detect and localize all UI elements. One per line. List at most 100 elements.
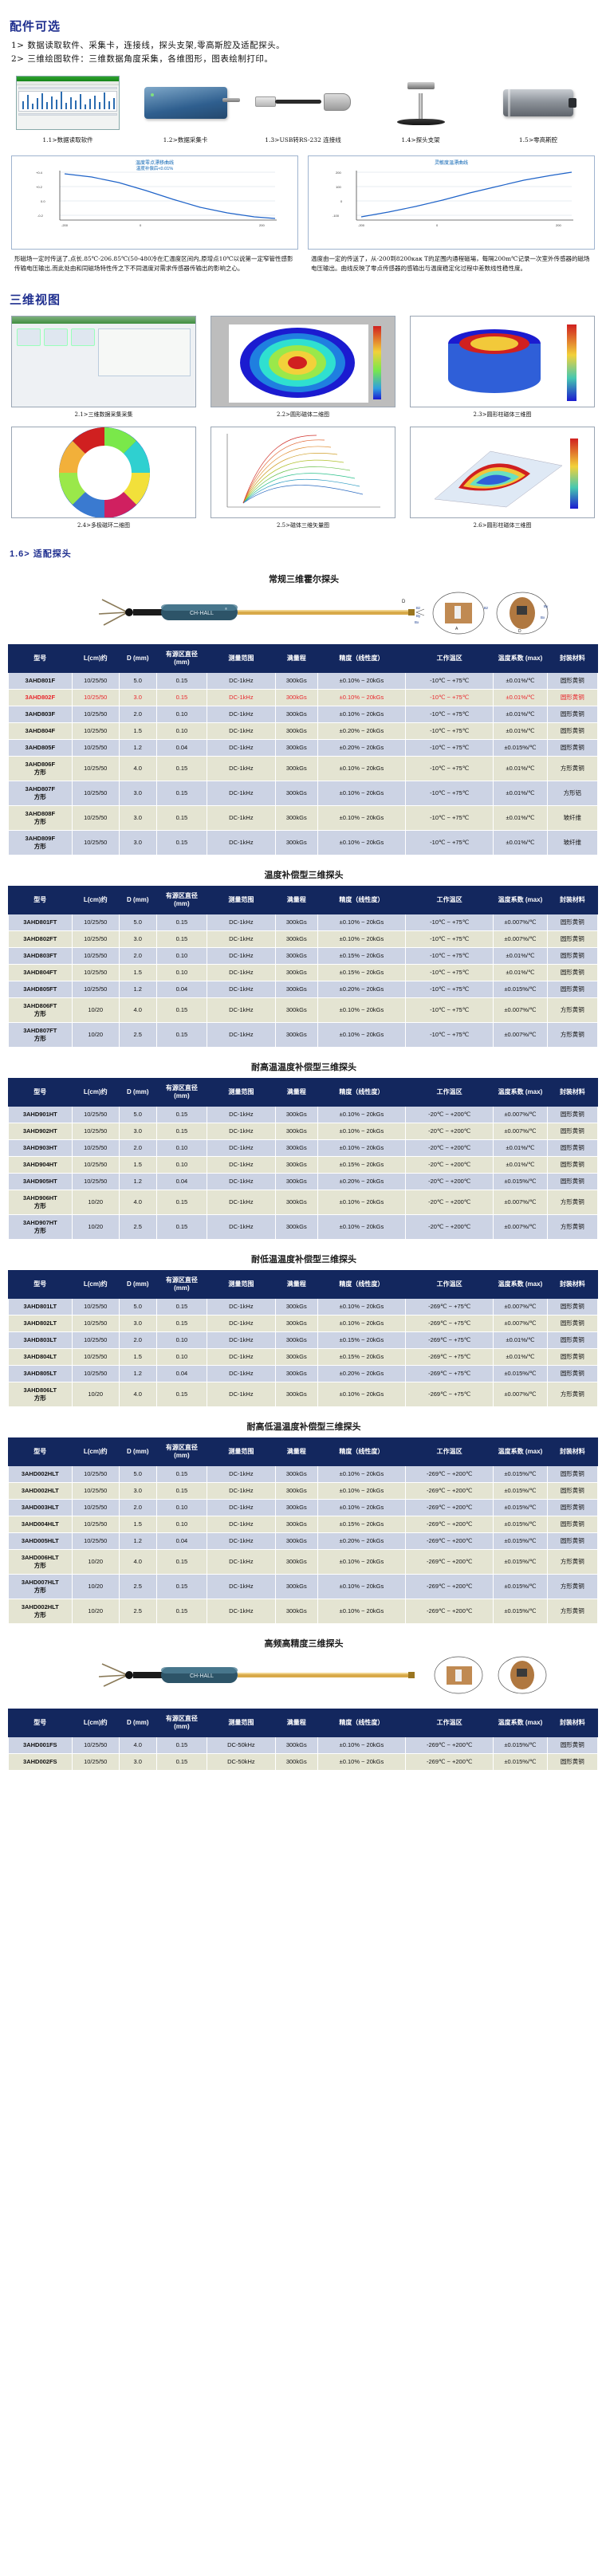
cell-temp-coef: ±0.015%/℃ xyxy=(493,1753,548,1771)
cell-full-scale: 300kGs xyxy=(274,1549,318,1575)
cell-range: DC-1kHz xyxy=(207,689,276,706)
cell-temp-coef: ±0.007%/℃ xyxy=(493,1106,548,1123)
cell-length: 10/25/50 xyxy=(71,805,120,831)
cell-active-area: 0.04 xyxy=(155,739,208,757)
th-accuracy: 精度（线性度） xyxy=(317,1709,407,1737)
cell-model: 3AHD002HLT xyxy=(8,1465,73,1483)
cell-active-area: 0.04 xyxy=(155,981,208,998)
cell-length: 10/25/50 xyxy=(71,672,120,690)
cell-accuracy: ±0.10% ~ 20kGs xyxy=(317,1315,407,1332)
three-d-image-caption: 2.6>圆形柱磁体三维图 xyxy=(473,522,532,529)
cell-material: 圆形黄铜 xyxy=(546,1348,599,1366)
cell-accuracy: ±0.20% ~ 20kGs xyxy=(317,1173,407,1190)
cell-temp-zone: -269℃ ~ +75℃ xyxy=(405,1382,494,1407)
cell-full-scale: 300kGs xyxy=(274,722,318,740)
th-diameter: D (mm) xyxy=(118,1078,157,1107)
cell-active-area: 0.15 xyxy=(155,1298,208,1316)
th-range: 测量范围 xyxy=(207,1078,276,1107)
cell-temp-coef: ±0.01%/℃ xyxy=(493,1331,548,1349)
cell-temp-zone: -269℃ ~ +200℃ xyxy=(405,1736,494,1754)
th-range: 测量范围 xyxy=(207,886,276,914)
cell-temp-coef: ±0.007%/℃ xyxy=(493,1315,548,1332)
cell-temp-coef: ±0.01%/℃ xyxy=(493,672,548,690)
cell-range: DC-1kHz xyxy=(207,1516,276,1533)
cell-temp-zone: -10℃ ~ +75℃ xyxy=(405,706,494,723)
cell-range: DC-1kHz xyxy=(207,997,276,1023)
cell-range: DC-1kHz xyxy=(207,1106,276,1123)
accessory-item: 1.3>USB转RS-232 连接线 xyxy=(246,74,360,144)
cell-range: DC-1kHz xyxy=(207,1482,276,1500)
th-active-area: 有源区直径 (mm) xyxy=(155,644,208,673)
th-temp-zone: 工作温区 xyxy=(405,886,494,914)
table-row: 3AHD806FT 方形 10/20 4.0 0.15 DC-1kHz 300kGs ±0.1… xyxy=(8,997,599,1023)
cell-temp-coef: ±0.01%/℃ xyxy=(493,706,548,723)
th-temp-coef: 温度系数 (max) xyxy=(493,1078,548,1107)
svg-text:0: 0 xyxy=(436,223,439,227)
th-model: 型号 xyxy=(8,1437,73,1466)
cell-temp-zone: -10℃ ~ +75℃ xyxy=(405,722,494,740)
cell-length: 10/25/50 xyxy=(71,1736,120,1754)
cell-diameter: 3.0 xyxy=(118,930,157,948)
th-diameter: D (mm) xyxy=(118,1437,157,1466)
chart-subtitle: 温度补偿后<0.01% xyxy=(136,167,174,171)
cell-temp-coef: ±0.01%/℃ xyxy=(493,756,548,781)
cell-material: 方形黄铜 xyxy=(546,1574,599,1599)
intro-text-block: 1> 数据读取软件、采集卡，连接线，探头支架,零高斯腔及适配探头。 2> 三维绘… xyxy=(11,39,598,66)
svg-text:0: 0 xyxy=(340,199,343,203)
th-diameter: D (mm) xyxy=(118,1270,157,1299)
intro-line-1: 1> 数据读取软件、采集卡，连接线，探头支架,零高斯腔及适配探头。 xyxy=(11,41,285,50)
th-diameter: D (mm) xyxy=(118,1709,157,1737)
cell-active-area: 0.15 xyxy=(155,930,208,948)
th-material: 封装材料 xyxy=(546,1270,599,1299)
cell-range: DC-1kHz xyxy=(207,805,276,831)
subsection-title-high-temp-probe: 耐高温温度补偿型三维探头 xyxy=(251,1063,356,1072)
table-row: 3AHD801LT 10/25/50 5.0 0.15 DC-1kHz 300kGs ±0.… xyxy=(8,1298,599,1316)
cell-active-area: 0.04 xyxy=(155,1365,208,1382)
table-row: 3AHD803FT 10/25/50 2.0 0.10 DC-1kHz 300kGs ±0.… xyxy=(8,947,599,965)
cell-accuracy: ±0.10% ~ 20kGs xyxy=(317,1298,407,1316)
cell-length: 10/25/50 xyxy=(71,947,120,965)
cell-temp-zone: -269℃ ~ +75℃ xyxy=(405,1348,494,1366)
th-length: L(cm)约 xyxy=(71,886,120,914)
cell-temp-zone: -10℃ ~ +75℃ xyxy=(405,964,494,981)
th-temp-zone: 工作温区 xyxy=(405,1078,494,1107)
cell-active-area: 0.10 xyxy=(155,722,208,740)
cell-full-scale: 300kGs xyxy=(274,964,318,981)
th-range: 测量范围 xyxy=(207,1709,276,1737)
cell-model: 3AHD804FT xyxy=(8,964,73,981)
cell-active-area: 0.15 xyxy=(155,830,208,855)
section-title-adapter-probe: 1.6> 适配探头 xyxy=(10,549,72,559)
cell-active-area: 0.15 xyxy=(155,1753,208,1771)
th-model: 型号 xyxy=(8,644,73,673)
svg-text:By: By xyxy=(544,604,549,608)
cell-material: 圆形黄铜 xyxy=(546,689,599,706)
th-full-scale: 满量程 xyxy=(274,1437,318,1466)
th-temp-coef: 温度系数 (max) xyxy=(493,1709,548,1737)
cell-full-scale: 300kGs xyxy=(274,1482,318,1500)
accessory-item: 1.2>数据采集卡 xyxy=(129,74,242,144)
cell-diameter: 3.0 xyxy=(118,781,157,806)
cell-model: 3AHD806FT 方形 xyxy=(8,997,73,1023)
cell-length: 10/25/50 xyxy=(71,739,120,757)
cell-accuracy: ±0.10% ~ 20kGs xyxy=(317,1022,407,1048)
cell-active-area: 0.15 xyxy=(155,1482,208,1500)
svg-text:Bx: Bx xyxy=(541,615,545,619)
cell-accuracy: ±0.10% ~ 20kGs xyxy=(317,1599,407,1624)
cell-temp-coef: ±0.015%/℃ xyxy=(493,1365,548,1382)
table-row: 3AHD805FT 10/25/50 1.2 0.04 DC-1kHz 300kGs ±0.… xyxy=(8,981,599,998)
svg-text:By: By xyxy=(416,614,421,618)
cell-accuracy: ±0.10% ~ 20kGs xyxy=(317,672,407,690)
cell-full-scale: 300kGs xyxy=(274,1331,318,1349)
cell-accuracy: ±0.10% ~ 20kGs xyxy=(317,997,407,1023)
cell-model: 3AHD903HT xyxy=(8,1139,73,1157)
th-diameter: D (mm) xyxy=(118,886,157,914)
cell-diameter: 2.5 xyxy=(118,1574,157,1599)
cell-temp-coef: ±0.01%/℃ xyxy=(493,1156,548,1174)
svg-text:Bz: Bz xyxy=(484,606,489,610)
page-title: 配件可选 xyxy=(10,20,61,33)
cell-material: 圆形黄铜 xyxy=(546,1298,599,1316)
cell-active-area: 0.10 xyxy=(155,1516,208,1533)
cell-diameter: 4.0 xyxy=(118,1736,157,1754)
cell-range: DC-1kHz xyxy=(207,1298,276,1316)
cell-material: 方形黄铜 xyxy=(546,1214,599,1240)
